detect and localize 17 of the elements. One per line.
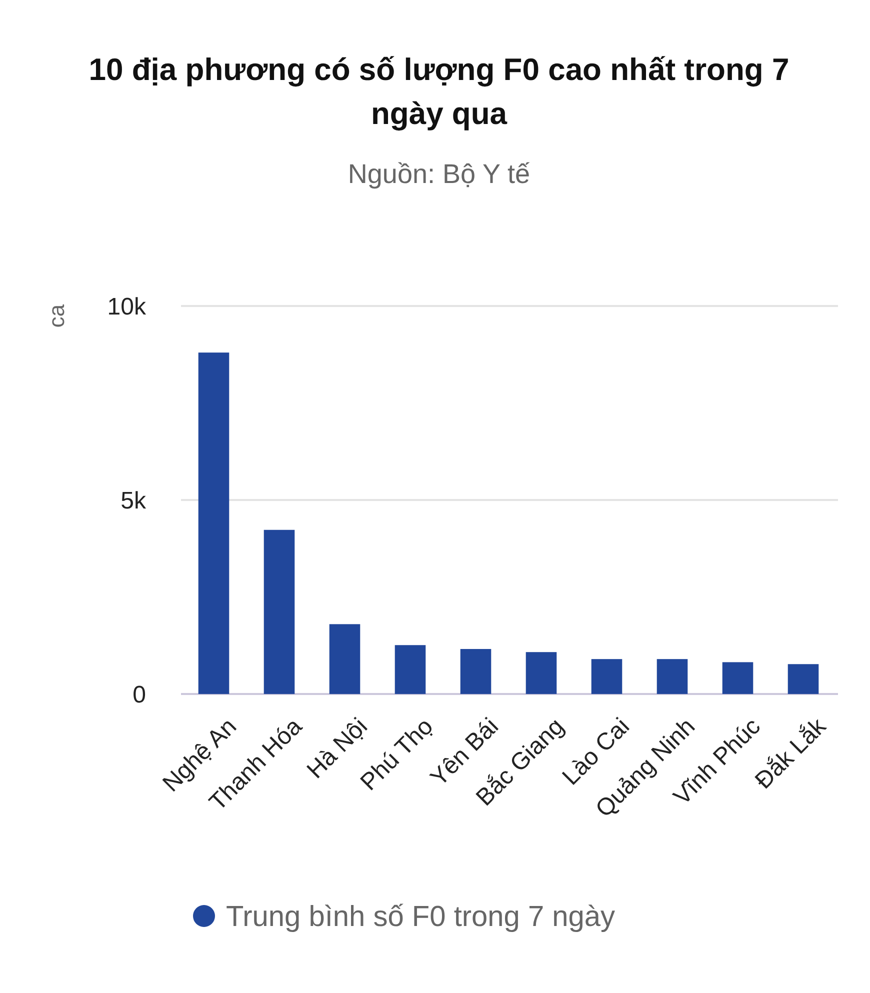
bar [264, 530, 295, 694]
bar [394, 645, 426, 694]
bar [788, 664, 819, 694]
y-axis-title: ca [44, 304, 69, 328]
bar [460, 648, 492, 694]
bar [329, 624, 360, 694]
y-tick-label: 5k [120, 487, 147, 514]
legend-label: Trung bình số F0 trong 7 ngày [226, 901, 616, 934]
bar [198, 352, 230, 694]
chart-subtitle: Nguồn: Bộ Y tế [348, 159, 530, 189]
bar [722, 662, 754, 694]
bar [526, 652, 557, 694]
y-tick-label: 0 [132, 681, 146, 708]
chart-title: 10 địa phương có số lượng F0 cao nhất trong 7 ngày qua [88, 52, 790, 131]
bar [656, 659, 688, 694]
bar [591, 659, 622, 694]
y-tick-label: 10k [107, 293, 147, 320]
